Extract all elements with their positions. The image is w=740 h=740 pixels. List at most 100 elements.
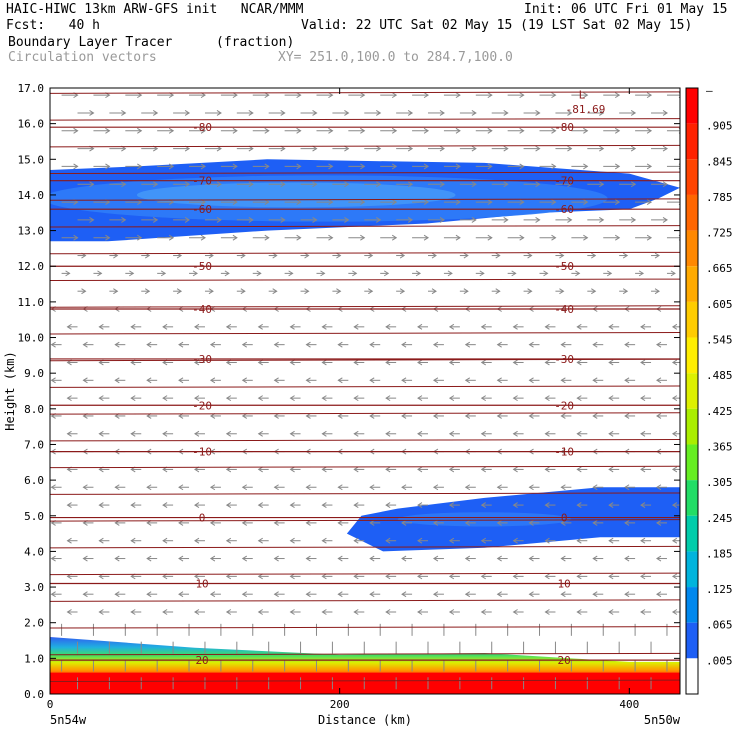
vector-arrowhead — [162, 502, 168, 508]
vector-arrowhead — [624, 341, 630, 348]
vector-arrowhead — [656, 555, 662, 562]
vector-arrowhead — [328, 127, 334, 134]
vector-arrowhead — [337, 377, 343, 384]
vector-arrowhead — [630, 216, 637, 223]
vector-arrowhead — [273, 413, 279, 419]
vector-arrowhead — [385, 430, 391, 437]
colorbar-label: .425 — [706, 405, 733, 418]
vector-arrowhead — [209, 377, 216, 384]
vector-arrowhead — [608, 323, 614, 330]
vector-arrowhead — [455, 234, 461, 241]
x-tick-label: 200 — [330, 698, 350, 711]
vector-arrowhead — [225, 359, 232, 366]
vector-arrowhead — [146, 341, 152, 348]
vector-arrowhead — [401, 377, 407, 384]
vector-arrowhead — [591, 252, 597, 259]
vector-arrowhead — [599, 181, 605, 188]
vector-arrowhead — [225, 537, 232, 544]
vector-arrowhead — [624, 555, 630, 562]
vector-arrowhead — [448, 395, 455, 402]
vector-arrowhead — [385, 609, 391, 615]
colorbar-swatch — [686, 587, 698, 623]
vector-arrowhead — [646, 199, 653, 205]
vector-arrowhead — [432, 519, 439, 526]
colorbar-label: .185 — [706, 547, 733, 560]
vector-arrowhead — [391, 92, 398, 99]
vector-arrowhead — [73, 127, 79, 134]
vector-arrowhead — [535, 145, 541, 152]
vector-arrowhead — [567, 145, 573, 152]
y-tick-label: 14.0 — [18, 189, 45, 202]
vector-arrowhead — [455, 92, 461, 99]
contour-label: -10 — [554, 446, 574, 459]
contour-label: 0 — [199, 512, 206, 525]
colorbar-label: .005 — [706, 654, 733, 667]
vector-arrowhead — [391, 234, 398, 241]
colorbar-frame — [685, 87, 699, 695]
vector-arrowhead — [280, 145, 286, 152]
y-tick-label: 13.0 — [18, 225, 45, 238]
vector-arrowhead — [417, 502, 423, 508]
vector-arrowhead — [401, 519, 407, 526]
vector-arrowhead — [592, 341, 598, 348]
vector-arrowhead — [592, 591, 598, 598]
y-tick-label: 5.0 — [24, 510, 44, 523]
vector-arrowhead — [496, 341, 502, 348]
contour-label: 10 — [195, 577, 208, 590]
vector-arrowhead — [423, 163, 430, 170]
vector-arrowhead — [487, 92, 493, 99]
vector-arrowhead — [321, 537, 327, 544]
vector-arrowhead — [608, 466, 614, 473]
contour-line — [50, 91, 680, 94]
vector-arrowhead — [160, 270, 167, 277]
contour-label: -40 — [192, 303, 212, 316]
vector-arrowhead — [200, 163, 206, 170]
vector-arrowhead — [662, 110, 668, 116]
vector-arrowhead — [640, 359, 646, 366]
vector-arrowhead — [385, 395, 391, 402]
vector-arrowhead — [385, 466, 391, 473]
vector-arrowhead — [305, 519, 311, 526]
vector-arrowhead — [353, 573, 359, 580]
x-endpoint-left: 5n54w — [50, 713, 87, 727]
vector-arrowhead — [512, 359, 518, 366]
vector-arrowhead — [105, 234, 111, 241]
vector-arrowhead — [248, 145, 254, 152]
vector-arrowhead — [130, 323, 136, 330]
vector-arrowhead — [646, 163, 653, 170]
vector-arrowhead — [608, 430, 614, 437]
vector-arrowhead — [376, 216, 382, 223]
tracer-boundary-saturated — [50, 672, 680, 694]
vector-arrowhead — [232, 92, 238, 99]
vector-arrowhead — [656, 341, 662, 348]
vector-arrowhead — [66, 430, 72, 437]
vector-arrowhead — [257, 395, 263, 402]
vector-arrowhead — [241, 591, 248, 598]
vector-arrowhead — [448, 430, 455, 437]
vector-arrowhead — [225, 502, 232, 508]
vector-arrowhead — [257, 502, 263, 508]
vector-arrowhead — [289, 430, 295, 437]
vector-arrowhead — [369, 413, 375, 419]
init-time: Init: 06 UTC Fri 01 May 15 — [524, 2, 728, 17]
vector-arrowhead — [82, 377, 88, 384]
vector-arrowhead — [273, 519, 279, 526]
vector-arrowhead — [495, 288, 501, 295]
vector-arrowhead — [608, 609, 614, 615]
vector-arrowhead — [305, 413, 311, 419]
vector-arrowhead — [399, 288, 406, 295]
vector-arrowhead — [671, 359, 678, 366]
vector-arrowhead — [512, 466, 518, 473]
vector-arrowhead — [608, 359, 614, 366]
vector-arrowhead — [257, 359, 263, 366]
vector-arrowhead — [353, 395, 359, 402]
vector-arrowhead — [225, 466, 232, 473]
vector-arrowhead — [480, 609, 486, 615]
vector-arrowhead — [480, 537, 486, 544]
vector-arrowhead — [463, 288, 469, 295]
vector-arrowhead — [296, 163, 302, 170]
contour-line — [50, 171, 680, 175]
vector-arrowhead — [98, 430, 104, 437]
vector-arrowhead — [401, 341, 407, 348]
vector-arrowhead — [407, 181, 414, 188]
